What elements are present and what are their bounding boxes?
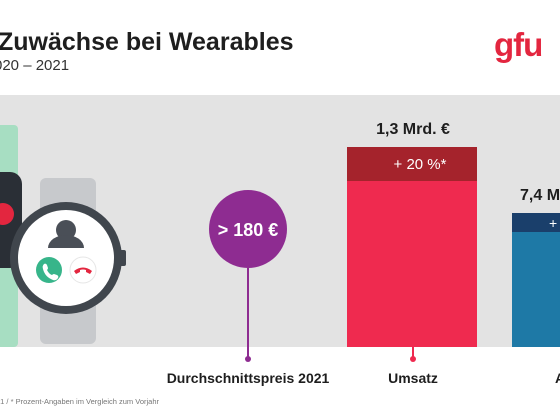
bar-umsatz: 1,3 Mrd. € + 20 %* (347, 121, 477, 362)
category-label-absatz: A (555, 370, 560, 386)
person-icon (48, 220, 84, 248)
decline-call-icon (69, 256, 97, 284)
watch-crown (118, 250, 126, 266)
absatz-bar (512, 213, 560, 347)
category-label-umsatz: Umsatz (388, 370, 438, 386)
avg-price-label: > 180 € (218, 220, 279, 240)
absatz-growth-label: + (549, 215, 557, 231)
umsatz-growth-band (347, 147, 477, 181)
accept-call-icon (36, 257, 62, 283)
umsatz-growth-label: + 20 %* (394, 156, 447, 173)
avg-price-dot (245, 356, 251, 362)
avg-price-group: > 180 € (209, 190, 287, 362)
page-title: Zuwächse bei Wearables (0, 28, 294, 56)
umsatz-dot (410, 356, 416, 362)
heart-icon (0, 203, 14, 225)
page-subtitle: 020 – 2021 (0, 57, 70, 74)
absatz-value-label: 7,4 M (520, 187, 560, 204)
gfu-logo: gfu (494, 26, 543, 63)
bar-absatz: 7,4 M + (512, 187, 560, 347)
category-label-avg-price: Durchschnittspreis 2021 (167, 370, 330, 386)
umsatz-value-label: 1,3 Mrd. € (376, 121, 450, 138)
footnote: 21 / * Prozent-Angaben im Vergleich zum … (0, 397, 160, 406)
smartwatch-illustration (0, 125, 126, 347)
absatz-growth-band (512, 213, 560, 232)
avg-price-circle (209, 190, 287, 268)
